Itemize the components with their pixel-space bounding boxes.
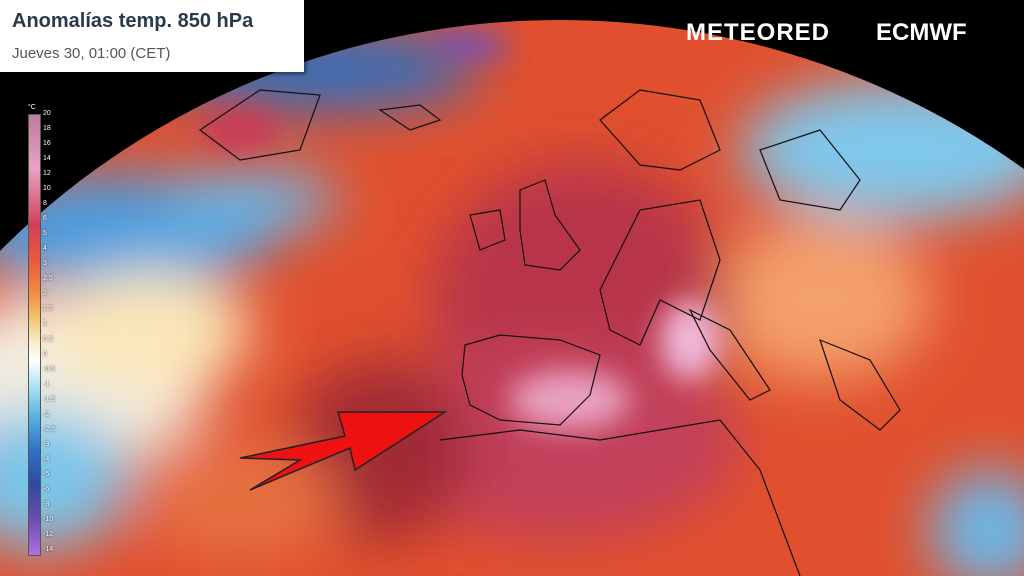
legend-label: -2.5: [43, 425, 56, 433]
legend-label: 16: [43, 140, 51, 148]
legend-label: 6: [43, 215, 47, 223]
legend-label: -5: [43, 470, 50, 478]
legend-label: 2.5: [43, 275, 53, 283]
legend-label: -3: [43, 440, 50, 448]
legend-label: -14: [43, 546, 54, 553]
legend-label: 12: [43, 170, 51, 178]
legend-label: 5: [43, 230, 47, 238]
legend-label: 20: [43, 110, 51, 117]
color-bar: [28, 114, 41, 556]
subtitle: Jueves 30, 01:00 (CET): [12, 45, 171, 62]
legend-label: -0.5: [43, 365, 56, 373]
legend-label: -12: [43, 530, 54, 538]
legend-label: 1: [43, 320, 47, 328]
legend-label: -10: [43, 515, 54, 523]
legend-label: 14: [43, 155, 51, 163]
legend-label: -4: [43, 455, 50, 463]
arrow: [239, 411, 448, 491]
legend-label: -1: [43, 380, 50, 388]
logo: ECMWF: [876, 19, 967, 46]
legend-label: 18: [43, 125, 51, 133]
legend-label: 10: [43, 185, 51, 193]
title: Anomalías temp. 850 hPa: [12, 10, 254, 32]
legend-label: -6: [43, 485, 50, 493]
coastlines: [198, 89, 901, 576]
legend-label: -1.5: [43, 395, 56, 403]
legend-label: -8: [43, 500, 50, 508]
legend-label: 0.5: [43, 335, 53, 343]
legend-label: 3: [43, 260, 47, 268]
legend-label: 2: [43, 290, 47, 298]
legend-label: 1.5: [43, 305, 53, 313]
legend-label: 0: [43, 350, 47, 358]
legend: °C 20 18 16 14 12 10 8 6 5 4 3 2.5 2 1.5 1 0.5 0 -0.5 -1 -1…: [28, 104, 62, 556]
title-box: Anomalías temp. 850 hPa Jueves 30, 01:00…: [0, 0, 304, 72]
legend-label: -2: [43, 410, 50, 418]
legend-unit: °C: [28, 104, 36, 111]
legend-label: 8: [43, 200, 47, 208]
legend-label: 4: [43, 245, 47, 253]
logo: METEORED: [686, 19, 831, 46]
